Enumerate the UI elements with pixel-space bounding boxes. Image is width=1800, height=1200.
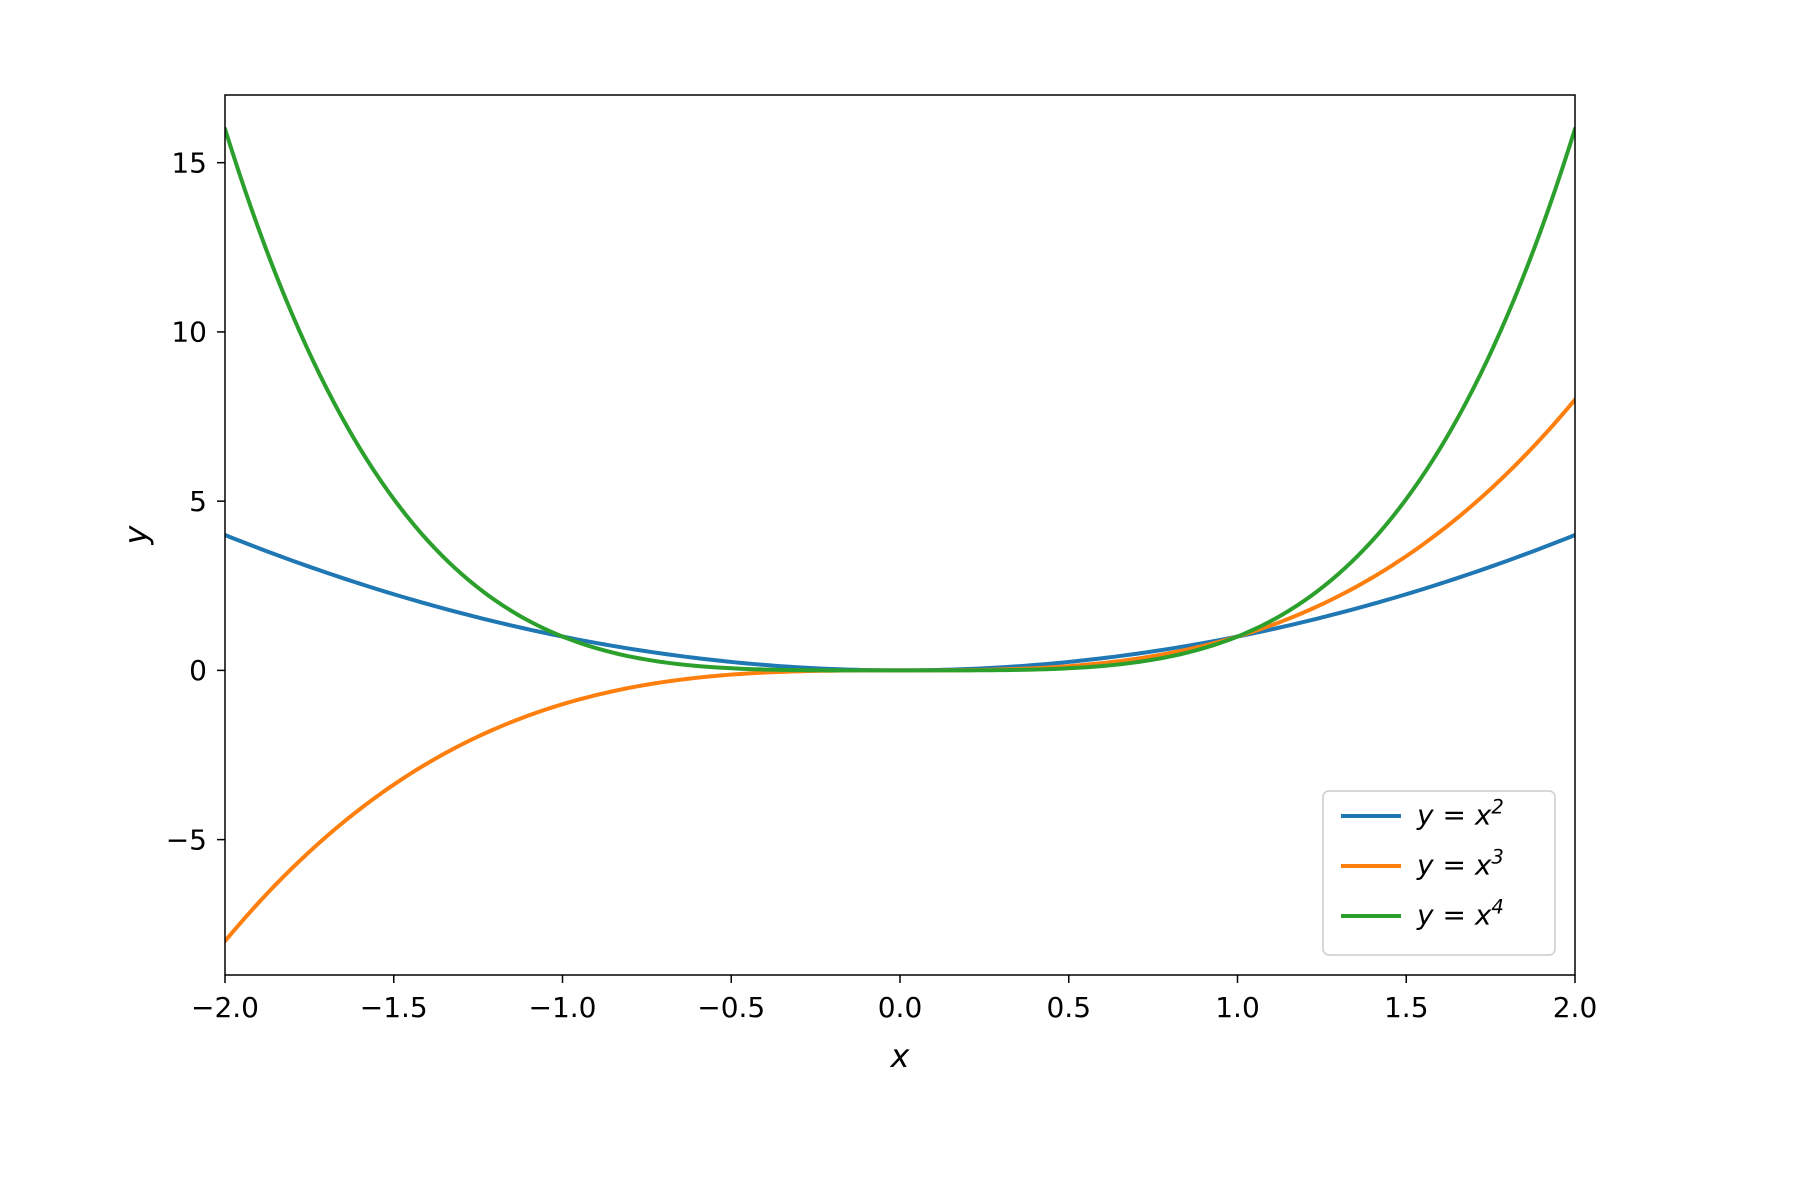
x-tick-label: 2.0	[1553, 991, 1598, 1024]
y-tick-label: 15	[171, 146, 207, 179]
y-axis-label: y	[117, 524, 155, 545]
x-tick-label: 0.5	[1046, 991, 1091, 1024]
x-tick-label: 0.0	[878, 991, 923, 1024]
legend-label-y_eq_x3: y = x3	[1416, 845, 1504, 882]
x-tick-label: −1.0	[529, 991, 597, 1024]
x-tick-label: 1.0	[1215, 991, 1260, 1024]
legend-label-y_eq_x4: y = x4	[1416, 895, 1504, 932]
x-axis-label: x	[890, 1037, 911, 1075]
power-functions-chart: −2.0 −1.5 −1.0 −0.5 0.0 0.5 1.0 1.5 2.0 x −5 0 5 10 15…	[0, 0, 1800, 1200]
x-tick-label: −1.5	[360, 991, 428, 1024]
x-tick-label: 1.5	[1384, 991, 1429, 1024]
legend-label-y_eq_x2: y = x2	[1416, 795, 1504, 832]
y-tick-label: 10	[171, 316, 207, 349]
y-tick-label: 0	[189, 654, 207, 687]
y-tick-label: 5	[189, 485, 207, 518]
x-tick-label: −2.0	[191, 991, 259, 1024]
x-tick-label: −0.5	[697, 991, 765, 1024]
y-tick-label: −5	[166, 823, 207, 856]
